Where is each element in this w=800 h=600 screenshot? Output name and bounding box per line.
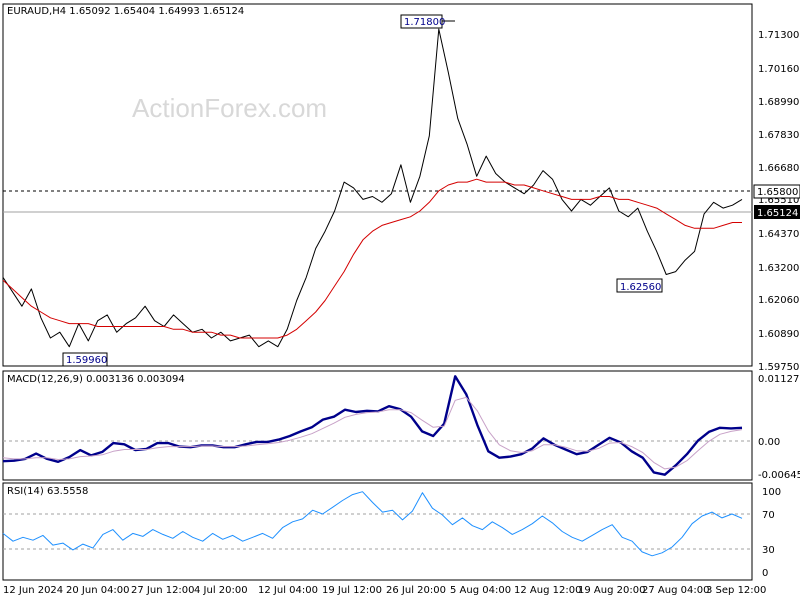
rsi-tick: 30 [762, 545, 775, 556]
price-tick: 1.63200 [758, 263, 799, 274]
rsi-tick: 100 [762, 487, 781, 498]
price-tick: 1.67830 [758, 130, 799, 141]
macd-panel-frame [2, 370, 753, 481]
resistance-label: 1.65800 [757, 187, 798, 198]
macd-line [2, 375, 743, 476]
time-tick: 4 Jul 20:00 [194, 585, 248, 596]
time-tick: 12 Jul 04:00 [258, 585, 318, 596]
current-price-label: 1.65124 [757, 208, 798, 219]
time-tick: 12 Jun 2024 [3, 585, 63, 596]
price-axis: 1.71300 1.70160 1.68990 1.67830 1.66680 … [758, 30, 799, 373]
price-panel-frame [2, 3, 753, 367]
watermark: ActionForex.com [132, 93, 327, 123]
signal-line [2, 396, 743, 470]
price-tick: 1.65510 [758, 195, 799, 206]
macd-tick: -0.006453 [758, 470, 800, 481]
time-tick: 27 Jun 12:00 [131, 585, 195, 596]
low-annotation-box [616, 278, 663, 293]
resistance-label-box [753, 184, 800, 199]
price-tick: 1.68990 [758, 97, 799, 108]
price-tick: 1.70160 [758, 64, 799, 75]
high-annotation: 1.71800 [404, 17, 445, 28]
time-axis: 12 Jun 2024 20 Jun 04:00 27 Jun 12:00 4 … [3, 585, 766, 596]
rsi-tick: 0 [762, 568, 768, 579]
rsi-panel-frame [2, 482, 753, 581]
rsi-tick: 70 [762, 510, 775, 521]
series-layer [2, 28, 743, 557]
time-tick: 3 Sep 12:00 [706, 585, 766, 596]
time-tick: 26 Jul 20:00 [386, 585, 446, 596]
price-tick: 1.59750 [758, 362, 799, 373]
sma-line [2, 178, 742, 339]
time-tick: 20 Jun 04:00 [66, 585, 130, 596]
macd-label: MACD(12,26,9) 0.003136 0.003094 [7, 374, 185, 385]
price-tick: 1.66680 [758, 163, 799, 174]
price-tick: 1.71300 [758, 30, 799, 41]
macd-tick: 0.00 [758, 437, 780, 448]
rsi-label: RSI(14) 63.5558 [7, 486, 88, 497]
start-low-annotation: 1.59960 [66, 355, 107, 366]
time-tick: 27 Aug 04:00 [642, 585, 709, 596]
time-tick: 19 Aug 20:00 [578, 585, 645, 596]
start-low-annotation-box [62, 352, 108, 367]
price-header: EURAUD,H4 1.65092 1.65404 1.64993 1.6512… [7, 6, 244, 17]
rsi-line [2, 491, 743, 557]
price-tick: 1.64370 [758, 229, 799, 240]
price-tick: 1.60890 [758, 329, 799, 340]
macd-tick: 0.011271 [758, 374, 800, 385]
price-tick: 1.62060 [758, 295, 799, 306]
current-price-box [754, 205, 800, 219]
time-tick: 5 Aug 04:00 [450, 585, 511, 596]
time-tick: 12 Aug 12:00 [514, 585, 581, 596]
price-line [2, 28, 743, 348]
mid-low-annotation: 1.62560 [620, 282, 661, 293]
time-tick: 19 Jul 12:00 [322, 585, 382, 596]
